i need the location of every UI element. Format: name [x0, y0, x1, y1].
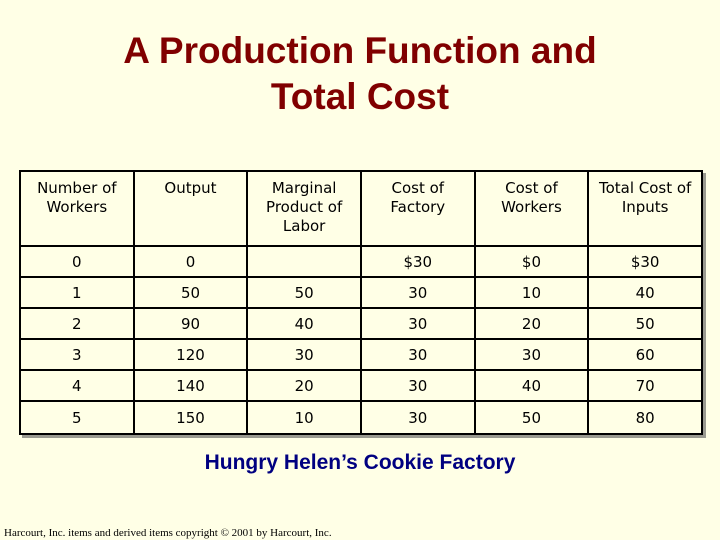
header-total-cost: Total Cost of Inputs	[587, 171, 702, 247]
cell-cost-of-workers: $0	[473, 246, 589, 278]
cell-output: 0	[132, 246, 248, 278]
cell-total-cost: 60	[587, 339, 702, 371]
table-row: 1 50 50 30 10 40	[20, 277, 702, 309]
cell-workers: 5	[72, 408, 82, 427]
header-output: Output	[132, 171, 248, 247]
table-body: 0 0 $30 $0 $30 1 50 50 30 10 40 2 90 40 …	[20, 246, 702, 434]
table-caption: Hungry Helen’s Cookie Factory	[204, 451, 516, 474]
header-number-of-workers: Number of Workers	[20, 171, 134, 247]
table-row: 0 0 $30 $0 $30	[20, 246, 702, 278]
copyright-notice: Harcourt, Inc. items and derived items c…	[4, 527, 332, 539]
production-cost-table: Number of Workers Output Marginal Product …	[19, 170, 703, 435]
cell-output: 140	[132, 370, 248, 402]
cell-cost-of-workers: 10	[473, 277, 589, 309]
cell-cost-of-factory: 30	[359, 370, 475, 402]
cell-total-cost: 40	[587, 277, 702, 309]
table-row: 2 90 40 30 20 50	[20, 308, 702, 340]
cell-marginal-product: 30	[246, 339, 361, 371]
cell-total-cost: 50	[587, 308, 702, 340]
cell-total-cost: 70	[587, 370, 702, 402]
header-cost-of-workers: Cost of Workers	[473, 171, 589, 247]
cell-total-cost: $30	[587, 246, 702, 278]
header-cost-of-factory: Cost of Factory	[359, 171, 475, 247]
cell-marginal-product: 20	[246, 370, 361, 402]
cell-workers: 4	[20, 370, 134, 402]
cell-workers: 2	[20, 308, 134, 340]
cell-cost-of-workers: 50	[473, 401, 589, 434]
table-row: 5 150 10 30 50 80	[20, 401, 702, 434]
title-line-2: Total Cost	[270, 76, 450, 117]
table-row: 3 120 30 30 30 60	[20, 339, 702, 371]
header-row: Number of Workers Output Marginal Product …	[20, 171, 702, 247]
cell-cost-of-factory: 30	[359, 308, 475, 340]
cell-marginal-product	[246, 246, 361, 278]
cell-marginal-product: 10	[246, 401, 361, 434]
cell-workers: 3	[20, 339, 134, 371]
table-row: 4 140 20 30 40 70	[20, 370, 702, 402]
cell-cost-of-workers: 30	[473, 339, 589, 371]
cell-workers: 1	[20, 277, 134, 309]
cell-cost-of-workers: 40	[473, 370, 589, 402]
cell-workers: 0	[20, 246, 134, 278]
cell-total-cost: 80	[587, 401, 702, 434]
cell-output: 90	[132, 308, 248, 340]
cell-marginal-product: 50	[246, 277, 361, 309]
slide-title: A Production Function and Total Cost	[0, 28, 720, 120]
cell-cost-of-factory: 30	[359, 401, 475, 434]
header-marginal-product: Marginal Product of Labor	[246, 171, 361, 247]
cell-cost-of-factory: 30	[359, 339, 475, 371]
cell-cost-of-factory: 30	[359, 277, 475, 309]
cell-cost-of-workers: 20	[473, 308, 589, 340]
cost-table-container: Number of Workers Output Marginal Product …	[19, 170, 703, 435]
title-line-1: A Production Function and	[123, 30, 597, 71]
cell-marginal-product: 40	[246, 308, 361, 340]
cell-output: 120	[132, 339, 248, 371]
cell-output: 50	[132, 277, 248, 309]
cell-output: 150	[132, 401, 248, 434]
cell-cost-of-factory: $30	[359, 246, 475, 278]
